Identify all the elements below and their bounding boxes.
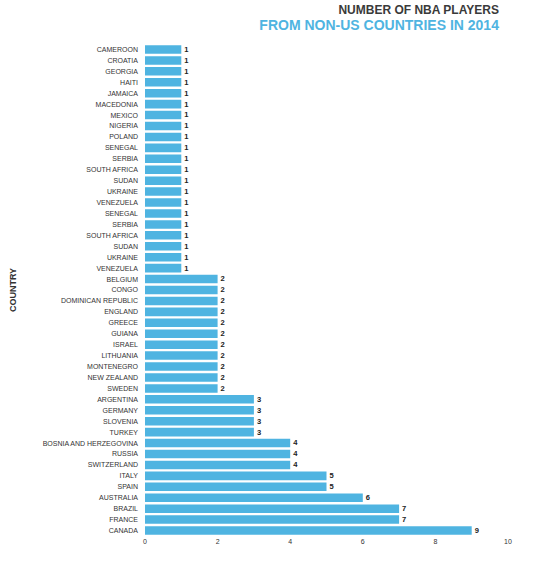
svg-text:1: 1 xyxy=(184,121,188,130)
svg-text:1: 1 xyxy=(184,67,188,76)
svg-text:3: 3 xyxy=(257,428,261,437)
svg-text:4: 4 xyxy=(288,538,292,545)
svg-text:VENEZUELA: VENEZUELA xyxy=(96,265,138,272)
svg-text:SOUTH AFRICA: SOUTH AFRICA xyxy=(86,166,138,173)
svg-text:6: 6 xyxy=(361,538,365,545)
svg-text:1: 1 xyxy=(184,198,188,207)
svg-text:7: 7 xyxy=(402,515,406,524)
svg-text:2: 2 xyxy=(221,351,225,360)
svg-text:CAMEROON: CAMEROON xyxy=(97,46,138,53)
svg-text:1: 1 xyxy=(184,45,188,54)
svg-text:BELGIUM: BELGIUM xyxy=(106,276,138,283)
svg-text:1: 1 xyxy=(184,143,188,152)
svg-text:8: 8 xyxy=(433,538,437,545)
svg-text:1: 1 xyxy=(184,110,188,119)
svg-text:ISRAEL: ISRAEL xyxy=(113,341,138,348)
svg-text:TURKEY: TURKEY xyxy=(110,429,139,436)
svg-text:2: 2 xyxy=(221,384,225,393)
svg-text:GREECE: GREECE xyxy=(108,319,138,326)
svg-text:SUDAN: SUDAN xyxy=(113,243,138,250)
svg-text:1: 1 xyxy=(184,89,188,98)
svg-text:SWEDEN: SWEDEN xyxy=(107,385,138,392)
svg-text:1: 1 xyxy=(184,56,188,65)
svg-text:RUSSIA: RUSSIA xyxy=(112,450,138,457)
svg-text:10: 10 xyxy=(504,538,512,545)
svg-text:BRAZIL: BRAZIL xyxy=(113,505,138,512)
svg-text:1: 1 xyxy=(184,154,188,163)
svg-text:GUIANA: GUIANA xyxy=(111,330,138,337)
svg-text:2: 2 xyxy=(221,307,225,316)
svg-text:ITALY: ITALY xyxy=(120,472,139,479)
svg-text:SERBIA: SERBIA xyxy=(112,155,138,162)
svg-text:5: 5 xyxy=(330,471,334,480)
svg-text:4: 4 xyxy=(293,438,298,447)
svg-text:1: 1 xyxy=(184,209,188,218)
svg-text:NIGERIA: NIGERIA xyxy=(109,122,138,129)
svg-text:POLAND: POLAND xyxy=(109,133,138,140)
svg-text:HAITI: HAITI xyxy=(120,79,138,86)
svg-text:1: 1 xyxy=(184,253,188,262)
svg-text:6: 6 xyxy=(366,493,370,502)
svg-text:SPAIN: SPAIN xyxy=(118,483,139,490)
svg-text:SOUTH AFRICA: SOUTH AFRICA xyxy=(86,232,138,239)
svg-text:2: 2 xyxy=(221,296,225,305)
svg-text:1: 1 xyxy=(184,242,188,251)
svg-text:VENEZUELA: VENEZUELA xyxy=(96,199,138,206)
svg-text:0: 0 xyxy=(143,538,147,545)
svg-text:AUSTRALIA: AUSTRALIA xyxy=(99,494,138,501)
svg-text:9: 9 xyxy=(475,526,479,535)
svg-text:GERMANY: GERMANY xyxy=(103,407,139,414)
svg-text:SWITZERLAND: SWITZERLAND xyxy=(88,461,138,468)
svg-text:2: 2 xyxy=(221,318,225,327)
svg-text:JAMAICA: JAMAICA xyxy=(108,90,139,97)
svg-text:GEORGIA: GEORGIA xyxy=(105,68,138,75)
svg-text:1: 1 xyxy=(184,231,188,240)
svg-text:SLOVENIA: SLOVENIA xyxy=(103,418,138,425)
svg-text:SENEGAL: SENEGAL xyxy=(105,144,138,151)
svg-text:CANADA: CANADA xyxy=(109,527,139,534)
svg-text:NEW ZEALAND: NEW ZEALAND xyxy=(87,374,138,381)
svg-text:ARGENTINA: ARGENTINA xyxy=(97,396,138,403)
svg-text:4: 4 xyxy=(293,460,298,469)
svg-text:2: 2 xyxy=(221,362,225,371)
svg-text:1: 1 xyxy=(184,132,188,141)
svg-text:3: 3 xyxy=(257,395,261,404)
svg-text:MACEDONIA: MACEDONIA xyxy=(96,101,139,108)
svg-text:1: 1 xyxy=(184,165,188,174)
svg-text:1: 1 xyxy=(184,176,188,185)
svg-text:4: 4 xyxy=(293,449,298,458)
svg-text:CONGO: CONGO xyxy=(112,286,139,293)
svg-text:MONTENEGRO: MONTENEGRO xyxy=(87,363,139,370)
svg-text:COUNTRY: COUNTRY xyxy=(8,268,18,312)
svg-text:MEXICO: MEXICO xyxy=(110,112,138,119)
svg-text:LITHUANIA: LITHUANIA xyxy=(101,352,138,359)
svg-text:2: 2 xyxy=(221,340,225,349)
svg-text:ENGLAND: ENGLAND xyxy=(104,308,138,315)
svg-text:2: 2 xyxy=(221,285,225,294)
svg-text:UKRAINE: UKRAINE xyxy=(107,188,138,195)
svg-text:SUDAN: SUDAN xyxy=(113,177,138,184)
svg-text:2: 2 xyxy=(221,329,225,338)
svg-text:UKRAINE: UKRAINE xyxy=(107,254,138,261)
svg-text:1: 1 xyxy=(184,78,188,87)
svg-text:BOSNIA AND HERZEGOVINA: BOSNIA AND HERZEGOVINA xyxy=(43,440,139,447)
svg-text:2: 2 xyxy=(216,538,220,545)
svg-text:1: 1 xyxy=(184,187,188,196)
svg-text:SENEGAL: SENEGAL xyxy=(105,210,138,217)
svg-text:FRANCE: FRANCE xyxy=(109,516,138,523)
svg-text:7: 7 xyxy=(402,504,406,513)
svg-text:2: 2 xyxy=(221,373,225,382)
svg-text:SERBIA: SERBIA xyxy=(112,221,138,228)
svg-text:5: 5 xyxy=(329,482,333,491)
svg-text:CROATIA: CROATIA xyxy=(107,57,138,64)
svg-text:NUMBER OF NBA PLAYERSFROM NON-: NUMBER OF NBA PLAYERSFROM NON-US COUNTRI… xyxy=(259,3,499,33)
svg-text:DOMINICAN REPUBLIC: DOMINICAN REPUBLIC xyxy=(61,297,138,304)
svg-text:2: 2 xyxy=(221,274,225,283)
svg-text:1: 1 xyxy=(184,264,188,273)
svg-text:3: 3 xyxy=(257,417,261,426)
svg-text:1: 1 xyxy=(184,100,188,109)
svg-text:1: 1 xyxy=(184,220,188,229)
svg-text:3: 3 xyxy=(257,406,261,415)
